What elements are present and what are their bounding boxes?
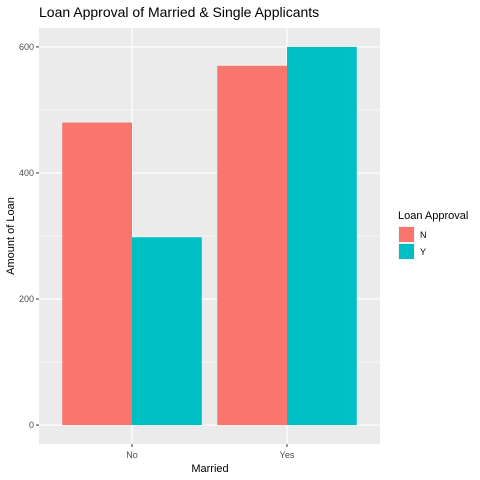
legend: Loan Approval NY [398, 210, 468, 260]
bars [62, 46, 357, 426]
y-tick-label: 200 [19, 294, 34, 304]
x-axis-label: Married [191, 463, 228, 475]
x-axis: No Yes [126, 444, 295, 460]
legend-swatch-n [399, 227, 414, 242]
x-tick-label: No [126, 450, 138, 460]
y-tick-label: 400 [19, 168, 34, 178]
bar-no-n [62, 122, 132, 426]
y-axis: 0 200 400 600 [19, 42, 39, 430]
bar-yes-n [217, 65, 287, 426]
legend-label-n: N [420, 230, 427, 240]
legend-label-y: Y [420, 247, 426, 257]
legend-swatch-y [399, 244, 414, 259]
y-tick-label: 0 [29, 420, 34, 430]
y-tick-label: 600 [19, 42, 34, 52]
y-axis-label: Amount of Loan [5, 197, 17, 275]
chart-title: Loan Approval of Married & Single Applic… [39, 4, 319, 20]
bar-yes-y [287, 46, 357, 426]
legend-title: Loan Approval [398, 210, 468, 222]
x-tick-label: Yes [280, 450, 295, 460]
bar-no-y [132, 237, 202, 426]
